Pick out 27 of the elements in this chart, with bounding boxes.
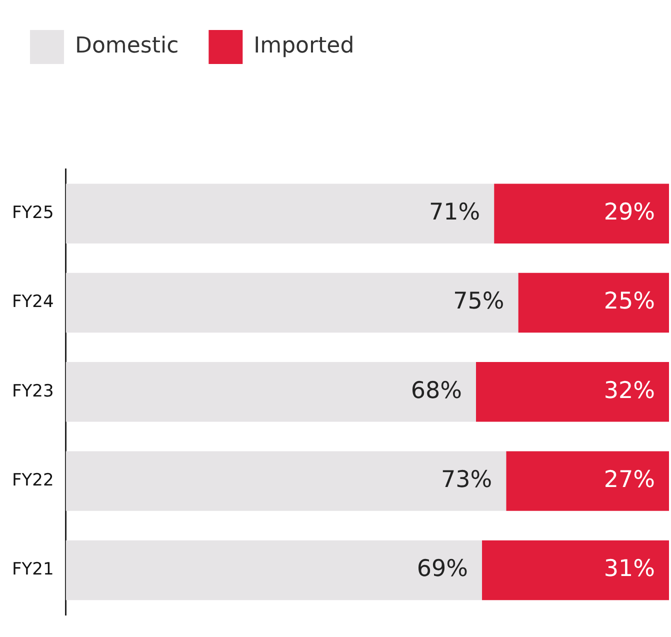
data-label: 68% — [410, 378, 462, 404]
bar — [476, 362, 669, 422]
y-tick-label: FY25 — [12, 203, 54, 223]
data-label: 69% — [416, 556, 468, 582]
data-label: 75% — [453, 288, 504, 315]
legend-label: Imported — [254, 34, 354, 59]
bar — [66, 451, 506, 511]
data-label: 71% — [428, 200, 480, 226]
bar — [66, 540, 482, 600]
data-label: 25% — [604, 288, 655, 315]
data-label: 31% — [604, 556, 655, 582]
y-tick-label: FY21 — [12, 560, 54, 580]
y-tick-label: FY22 — [12, 470, 54, 490]
bar — [66, 362, 476, 422]
data-label: 32% — [604, 378, 655, 404]
y-tick-label: FY24 — [12, 292, 54, 312]
data-label: 73% — [441, 467, 492, 494]
bar — [506, 451, 669, 511]
y-tick-label: FY23 — [12, 381, 54, 402]
legend-label: Domestic — [75, 34, 179, 59]
bar — [66, 272, 518, 333]
bar — [66, 184, 494, 244]
bar — [494, 184, 669, 244]
bar — [518, 272, 669, 333]
data-label: 27% — [604, 467, 655, 494]
bar — [482, 540, 669, 600]
data-label: 29% — [604, 200, 655, 226]
